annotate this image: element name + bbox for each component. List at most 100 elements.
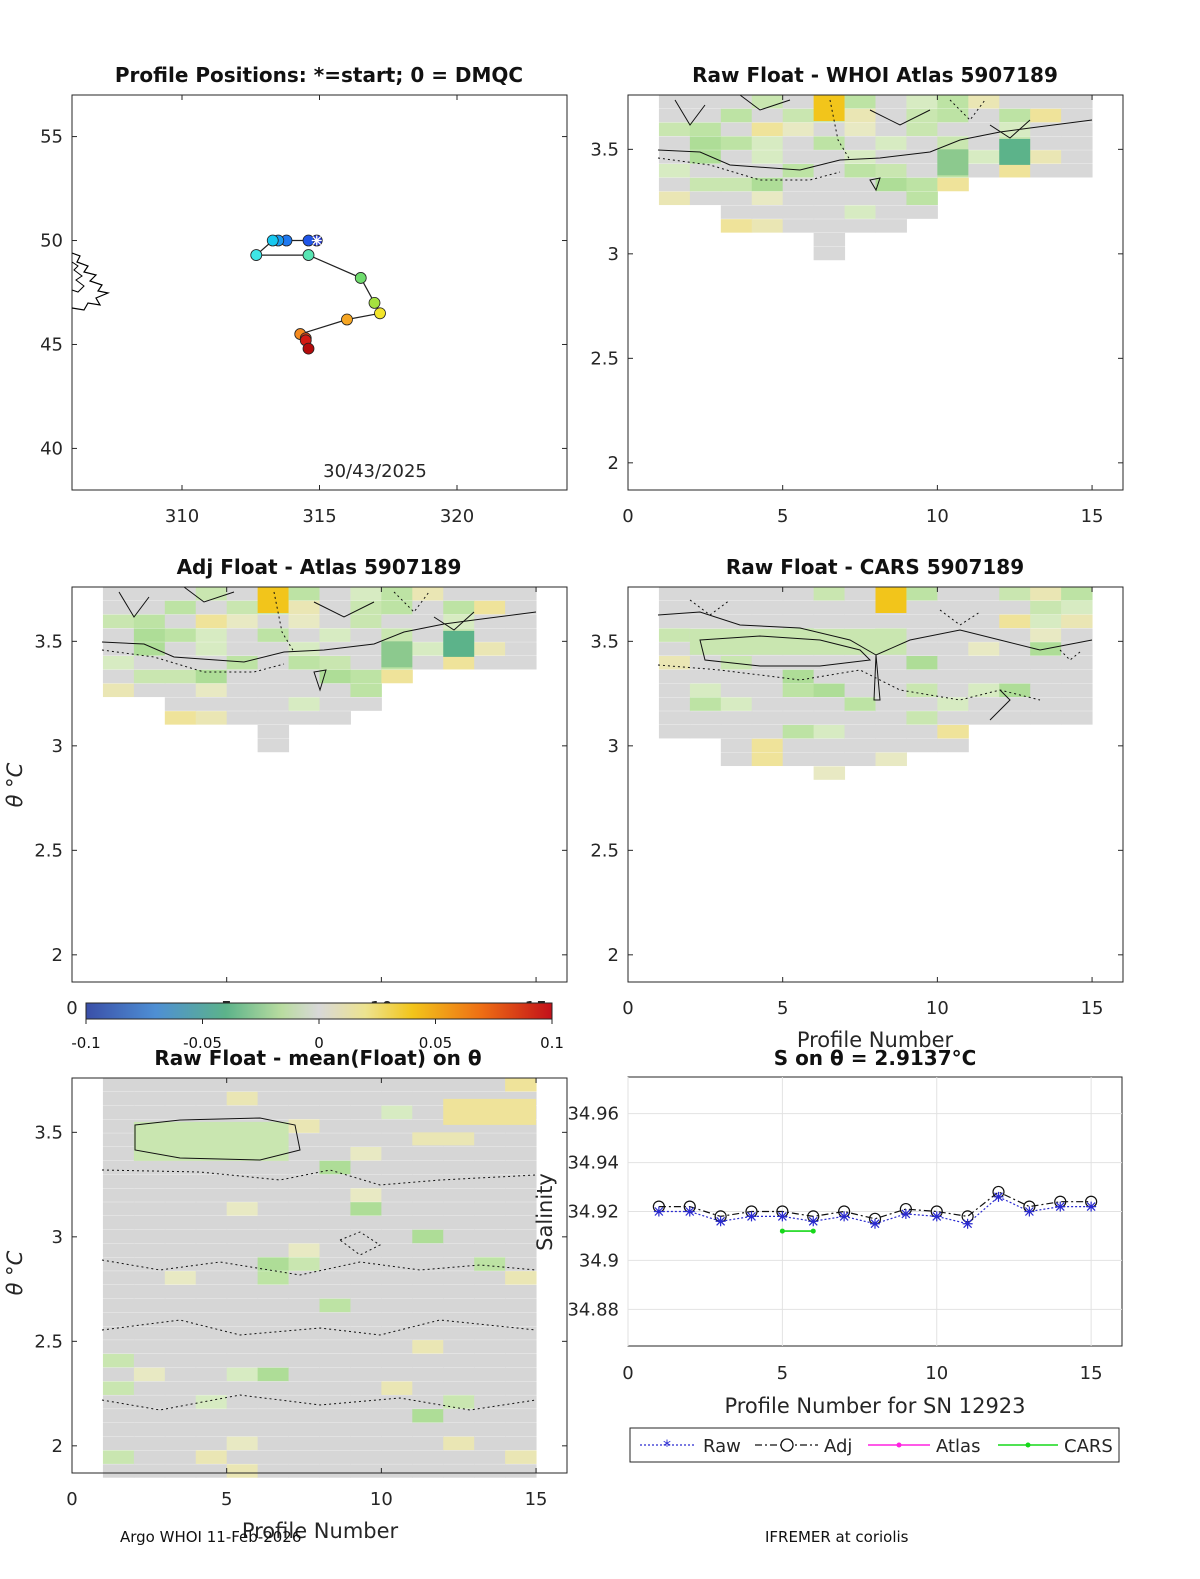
anomaly-cell: [875, 136, 907, 150]
anomaly-cell: [412, 614, 444, 629]
anomaly-cell: [164, 1353, 197, 1368]
anomaly-cell: [412, 1340, 444, 1354]
anomaly-cell: [474, 1353, 506, 1368]
raw-point: [746, 1211, 757, 1222]
anomaly-cell: [195, 600, 228, 615]
contour-line: [657, 157, 841, 181]
anomaly-cell: [658, 683, 691, 698]
anomaly-cell: [102, 1160, 135, 1175]
anomaly-accent-cell: [412, 1132, 475, 1146]
anomaly-cell: [782, 669, 815, 684]
anomaly-cell: [195, 1202, 228, 1216]
anomaly-cell: [102, 1353, 135, 1368]
anomaly-cell: [133, 1174, 166, 1189]
anomaly-cell: [505, 1271, 537, 1285]
anomaly-cell: [288, 1409, 320, 1423]
anomaly-cell: [164, 1450, 197, 1464]
anomaly-cell: [443, 1078, 475, 1092]
anomaly-cell: [751, 655, 784, 670]
salinity-xtick-label: 10: [925, 1363, 948, 1384]
anomaly-cell: [505, 1464, 537, 1478]
anomaly-cell: [226, 697, 259, 711]
anomaly-cell: [288, 1133, 320, 1147]
anomaly-cell: [164, 1202, 197, 1216]
anomaly-cell: [195, 1215, 228, 1230]
anomaly-cell: [195, 1422, 228, 1437]
anomaly-cell: [257, 697, 290, 711]
anomaly-cell: [999, 587, 1031, 601]
anomaly-cell: [474, 600, 506, 615]
anomaly-cell: [319, 1436, 351, 1451]
anomaly-cell: [350, 1160, 382, 1175]
anomaly-cell: [257, 1395, 290, 1409]
anomaly-cell: [102, 1133, 135, 1147]
anomaly-cell: [474, 1409, 506, 1423]
anomaly-cell: [968, 711, 1000, 725]
anomaly-cell: [381, 1271, 413, 1285]
cars-point: [779, 1228, 785, 1234]
anomaly-cell: [319, 697, 351, 711]
panel-axes: [71, 586, 568, 983]
anomaly-cell: [474, 1464, 506, 1478]
anomaly-cell: [875, 738, 907, 753]
anomaly-cell: [658, 150, 691, 164]
legend-atlas-label: Atlas: [936, 1436, 980, 1457]
anomaly-cell: [350, 683, 382, 698]
anomaly-cell: [381, 587, 413, 601]
start-marker: [311, 235, 322, 246]
anomaly-cell: [288, 1174, 320, 1189]
contour-line: [338, 1231, 382, 1256]
anomaly-cell: [1030, 614, 1062, 629]
colorbar-bar: [85, 1002, 553, 1020]
anomaly-cell: [720, 697, 753, 711]
raw-point: [653, 1206, 664, 1217]
ytick-label: 3.5: [590, 631, 619, 652]
raw-point: [1055, 1201, 1066, 1212]
profile-position-point: [354, 272, 367, 284]
xtick-label: 5: [221, 1489, 232, 1510]
colorbar-tick-label: 0.1: [540, 1034, 564, 1052]
anomaly-cell: [164, 1105, 197, 1120]
anomaly-cell: [813, 683, 846, 698]
anomaly-cell: [505, 1422, 537, 1437]
raw-point: [1086, 1201, 1097, 1212]
footer-left: Argo WHOI 11-Feb-2026: [120, 1528, 301, 1546]
anomaly-cell: [844, 697, 876, 711]
xtick-label: 5: [777, 998, 788, 1019]
salinity-ytick-label: 34.9: [579, 1250, 619, 1271]
anomaly-cell: [1030, 136, 1062, 150]
anomaly-cell: [381, 1202, 413, 1216]
anomaly-cell: [350, 1215, 382, 1230]
anomaly-cell: [195, 1340, 228, 1354]
anomaly-cell: [195, 1078, 228, 1092]
anomaly-cell: [257, 628, 290, 642]
anomaly-cell: [164, 1298, 197, 1313]
anomaly-cell: [381, 1312, 413, 1326]
anomaly-cell: [102, 683, 135, 698]
anomaly-cell: [133, 1450, 166, 1464]
anomaly-cell: [443, 1353, 475, 1368]
anomaly-cell: [195, 1271, 228, 1285]
anomaly-cell: [133, 1353, 166, 1368]
anomaly-cell: [751, 711, 784, 725]
anomaly-cell: [443, 1202, 475, 1216]
anomaly-cell: [720, 219, 753, 233]
legend-adj-label: Adj: [824, 1436, 852, 1457]
anomaly-cell: [658, 655, 691, 670]
anomaly-cell: [319, 655, 351, 670]
anomaly-cell: [844, 752, 876, 767]
anomaly-cell: [257, 1340, 290, 1354]
anomaly-cell: [813, 191, 846, 206]
anomaly-cell: [875, 191, 907, 206]
anomaly-cell: [505, 655, 537, 670]
anomaly-cell: [813, 655, 846, 670]
anomaly-cell: [133, 1271, 166, 1285]
anomaly-cell: [102, 1312, 135, 1326]
map-ytick-label: 55: [40, 127, 63, 148]
anomaly-cell: [350, 1312, 382, 1326]
anomaly-cell: [164, 683, 197, 698]
anomaly-cell: [226, 600, 259, 615]
raw-point: [684, 1206, 695, 1217]
anomaly-cell: [102, 1146, 135, 1161]
xtick-label: 15: [525, 1489, 548, 1510]
